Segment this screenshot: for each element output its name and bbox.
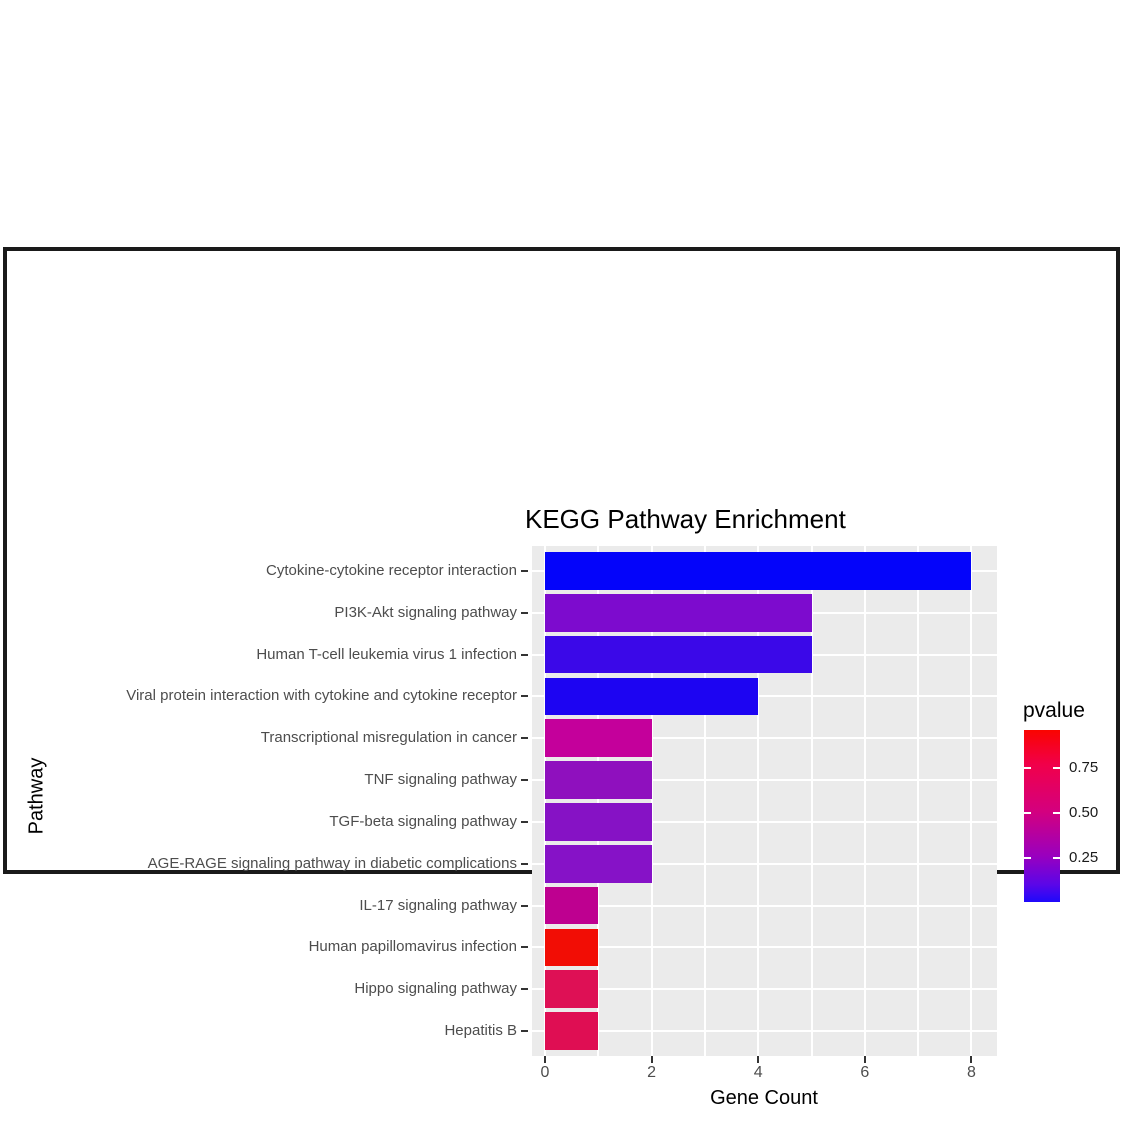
bar	[545, 928, 599, 967]
bar	[545, 844, 652, 883]
gridline-horizontal	[532, 695, 997, 698]
gridline-horizontal	[532, 779, 997, 782]
legend-gradient-bar	[1024, 730, 1060, 902]
gridline-horizontal	[532, 1029, 997, 1032]
bar	[545, 803, 652, 841]
gridline-vertical	[597, 546, 600, 1056]
chart-title: KEGG Pathway Enrichment	[525, 504, 846, 534]
x-axis-title: Gene Count	[710, 1087, 818, 1109]
legend-tick-mark	[1024, 812, 1031, 814]
legend-tick-mark	[1053, 767, 1060, 769]
y-axis-tick-mark	[521, 988, 528, 991]
gridline-horizontal	[532, 904, 997, 907]
gridline-vertical	[917, 546, 920, 1056]
y-axis-title: Pathway	[25, 757, 48, 835]
gridline-horizontal	[532, 862, 997, 865]
x-axis-tick-mark	[757, 1056, 760, 1063]
legend-tick-label: 0.25	[1069, 849, 1099, 866]
bar	[545, 635, 812, 674]
y-axis-tick-mark	[521, 737, 528, 740]
y-axis-tick-mark	[521, 570, 528, 573]
gridline-vertical	[544, 546, 546, 1056]
x-axis-tick-mark	[970, 1056, 973, 1063]
plot-panel	[532, 546, 997, 1056]
gridline-horizontal	[532, 737, 997, 740]
bar	[545, 594, 812, 632]
bar	[545, 761, 652, 799]
y-axis-tick-mark	[521, 695, 528, 698]
gridline-horizontal	[532, 946, 997, 949]
legend-tick-mark	[1053, 812, 1060, 814]
y-axis-tick-mark	[521, 653, 528, 656]
y-axis-label: PI3K-Akt signaling pathway	[334, 603, 517, 621]
bar	[545, 552, 972, 590]
gridline-horizontal	[532, 820, 997, 823]
y-axis-label: Hepatitis B	[444, 1021, 517, 1039]
y-axis-label: TGF-beta signaling pathway	[329, 812, 517, 830]
gridline-vertical	[703, 546, 706, 1056]
gridline-vertical	[810, 546, 813, 1056]
x-axis-tick-label: 8	[966, 1064, 976, 1081]
legend-tick-label: 0.50	[1069, 804, 1099, 821]
legend-tick-mark	[1024, 767, 1031, 769]
y-axis-tick-mark	[521, 904, 528, 907]
y-axis-label: Hippo signaling pathway	[354, 980, 517, 998]
y-axis-tick-mark	[521, 779, 528, 782]
legend-title: pvalue	[1023, 699, 1085, 722]
legend-tick-mark	[1053, 857, 1060, 859]
gridline-vertical	[757, 546, 760, 1056]
x-axis-tick-mark	[650, 1056, 653, 1063]
x-axis-tick-label: 0	[540, 1064, 550, 1081]
y-axis-label: TNF signaling pathway	[364, 771, 517, 789]
y-axis-tick-mark	[521, 611, 528, 614]
x-axis-tick-label: 6	[860, 1064, 870, 1081]
bar	[545, 719, 652, 758]
figure-frame: KEGG Pathway Enrichment Cytokine-cytokin…	[3, 247, 1120, 1109]
bar	[545, 1012, 599, 1050]
gridline-horizontal	[532, 988, 997, 991]
gridline-vertical	[970, 546, 973, 1056]
bar	[545, 970, 599, 1008]
legend-tick-label: 0.75	[1069, 759, 1099, 776]
gridline-vertical	[650, 546, 653, 1056]
y-axis-tick-mark	[521, 1029, 528, 1032]
x-axis-tick-mark	[544, 1056, 546, 1063]
legend-tick-mark	[1024, 857, 1031, 859]
y-axis-label: Viral protein interaction with cytokine …	[126, 687, 517, 705]
y-axis-label: Human papillomavirus infection	[308, 938, 517, 956]
gridline-vertical	[863, 546, 866, 1056]
y-axis-label: Human T-cell leukemia virus 1 infection	[256, 645, 517, 663]
bar	[545, 677, 759, 716]
y-axis-tick-mark	[521, 946, 528, 949]
bar	[545, 886, 599, 925]
y-axis-label: Cytokine-cytokine receptor interaction	[266, 562, 517, 580]
y-axis-tick-mark	[521, 862, 528, 865]
y-axis-tick-mark	[521, 820, 528, 823]
y-axis-label: IL-17 signaling pathway	[359, 896, 517, 914]
x-axis-tick-label: 2	[647, 1064, 657, 1081]
x-axis-tick-mark	[863, 1056, 866, 1063]
x-axis-tick-label: 4	[753, 1064, 763, 1081]
y-axis-label: AGE-RAGE signaling pathway in diabetic c…	[147, 854, 517, 872]
y-axis-label: Transcriptional misregulation in cancer	[260, 729, 517, 747]
